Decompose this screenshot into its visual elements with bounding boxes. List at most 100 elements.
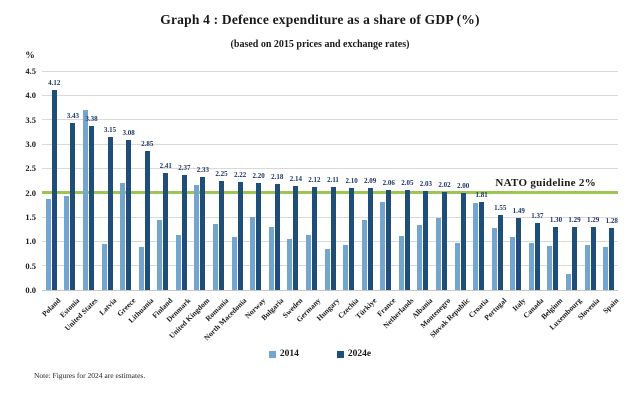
bar-2024e <box>590 227 596 290</box>
bar-value-label: 2.09 <box>364 177 377 186</box>
bar-value-label: 2.05 <box>401 179 414 188</box>
bar-2014 <box>138 247 144 290</box>
bar-2014 <box>268 226 274 290</box>
bar-2014 <box>82 109 88 290</box>
bar-2024e <box>423 191 429 290</box>
bar-2014 <box>250 216 256 290</box>
gridline <box>42 143 618 145</box>
gridline <box>42 94 618 96</box>
y-axis-tick-label: 3.0 <box>25 139 36 149</box>
footnote: Note: Figures for 2024 are estimates. <box>34 371 146 380</box>
bar-value-label: 2.37 <box>178 163 191 172</box>
bar-2014 <box>194 185 200 290</box>
y-axis-tick-label: 0.5 <box>25 260 36 271</box>
bar-value-label: 3.38 <box>85 114 98 123</box>
legend-swatch-2024e <box>336 350 344 358</box>
bar-value-label: 2.02 <box>438 180 451 189</box>
bar-value-label: 2.12 <box>308 175 321 184</box>
chart-title: Graph 4 : Defence expenditure as a share… <box>160 12 480 27</box>
bar-2014 <box>343 244 349 290</box>
y-axis-tick-label: 2.0 <box>25 187 36 198</box>
bar-2024e <box>553 226 559 290</box>
bar-2024e <box>144 151 150 290</box>
bar-2024e <box>237 181 243 290</box>
gridline <box>42 289 618 291</box>
legend-item-2014: 2014 <box>268 349 299 359</box>
legend-swatch-2014 <box>268 350 276 358</box>
bar-2014 <box>231 236 237 290</box>
plot-area: NATO guideline 2% Poland Estonia United St… <box>25 66 620 342</box>
bar-2024e <box>349 187 355 290</box>
bar-2024e <box>441 191 447 290</box>
y-axis-tick-label: 0.0 <box>25 285 36 295</box>
chart-subtitle: (based on 2015 prices and exchange rates… <box>230 39 410 50</box>
legend-label-2014: 2014 <box>279 349 299 359</box>
bar-2024e <box>367 188 373 290</box>
bar-value-label: 2.20 <box>252 171 265 180</box>
y-axis-tick-label: 4.0 <box>25 90 36 101</box>
bar-2024e <box>497 214 503 290</box>
gridline <box>42 167 618 169</box>
bar-2014 <box>64 196 70 290</box>
bar-value-label: 3.43 <box>66 112 79 121</box>
bar-value-label: 2.11 <box>327 176 339 185</box>
bar-2014 <box>417 224 423 290</box>
bar-2024e <box>534 223 540 290</box>
legend-label-2024e: 2024e <box>347 349 372 359</box>
bar-value-label: 3.15 <box>103 125 117 134</box>
bar-2024e <box>516 217 522 290</box>
bar-2024e <box>572 227 578 290</box>
nato-guideline-line <box>42 191 618 195</box>
bar-2014 <box>491 228 497 290</box>
bar-2024e <box>51 89 57 290</box>
y-axis-tick-label: 4.5 <box>25 66 36 76</box>
bar-2014 <box>324 248 330 290</box>
bar-2014 <box>398 235 404 290</box>
bar-2024e <box>200 176 206 290</box>
bar-value-label: 1.29 <box>568 216 581 225</box>
bar-value-label: 1.81 <box>475 190 488 199</box>
bar-value-label: 2.06 <box>382 178 395 187</box>
bar-2014 <box>473 203 479 290</box>
bar-2024e <box>219 180 225 290</box>
gridline <box>42 216 618 218</box>
bar-2024e <box>404 190 410 290</box>
bar-value-label: 4.12 <box>48 78 61 87</box>
bar-value-label: 2.03 <box>419 180 433 189</box>
gridline <box>42 265 618 267</box>
y-axis-tick-label: 3.5 <box>25 114 36 125</box>
bar-2014 <box>528 243 534 290</box>
bar-2024e <box>107 136 113 290</box>
bar-2024e <box>386 189 392 290</box>
bar-value-label: 2.41 <box>159 161 172 170</box>
bar-2024e <box>181 174 187 290</box>
bar-2014 <box>175 234 181 290</box>
bar-2024e <box>330 187 336 290</box>
y-axis-unit-label: % <box>25 51 35 61</box>
bar-value-label: 3.08 <box>122 129 135 138</box>
legend: 2014 2024e <box>0 349 640 359</box>
bar-value-label: 1.37 <box>531 212 544 221</box>
bar-2014 <box>603 247 609 290</box>
bar-2014 <box>101 244 107 290</box>
bar-2014 <box>454 242 460 290</box>
bar-2014 <box>566 274 572 290</box>
bar-2014 <box>305 234 311 290</box>
bar-value-label: 1.49 <box>512 206 525 215</box>
bar-value-label: 2.85 <box>141 140 154 149</box>
bar-2014 <box>547 246 553 290</box>
y-axis-tick-label: 2.5 <box>25 163 36 174</box>
gridline <box>42 119 618 121</box>
bar-2024e <box>293 185 299 290</box>
nato-guideline-label: NATO guideline 2% <box>495 176 596 189</box>
bar-2024e <box>70 123 76 290</box>
bar-2014 <box>510 236 516 290</box>
bar-value-label: 2.00 <box>456 181 470 190</box>
bar-2014 <box>361 219 367 290</box>
y-axis-tick-label: 1.0 <box>25 236 36 247</box>
bar-value-label: 2.18 <box>271 172 284 181</box>
bar-value-label: 1.30 <box>549 215 563 224</box>
bar-value-label: 2.22 <box>233 170 247 179</box>
gridline <box>42 70 618 72</box>
bar-2024e <box>163 172 169 290</box>
